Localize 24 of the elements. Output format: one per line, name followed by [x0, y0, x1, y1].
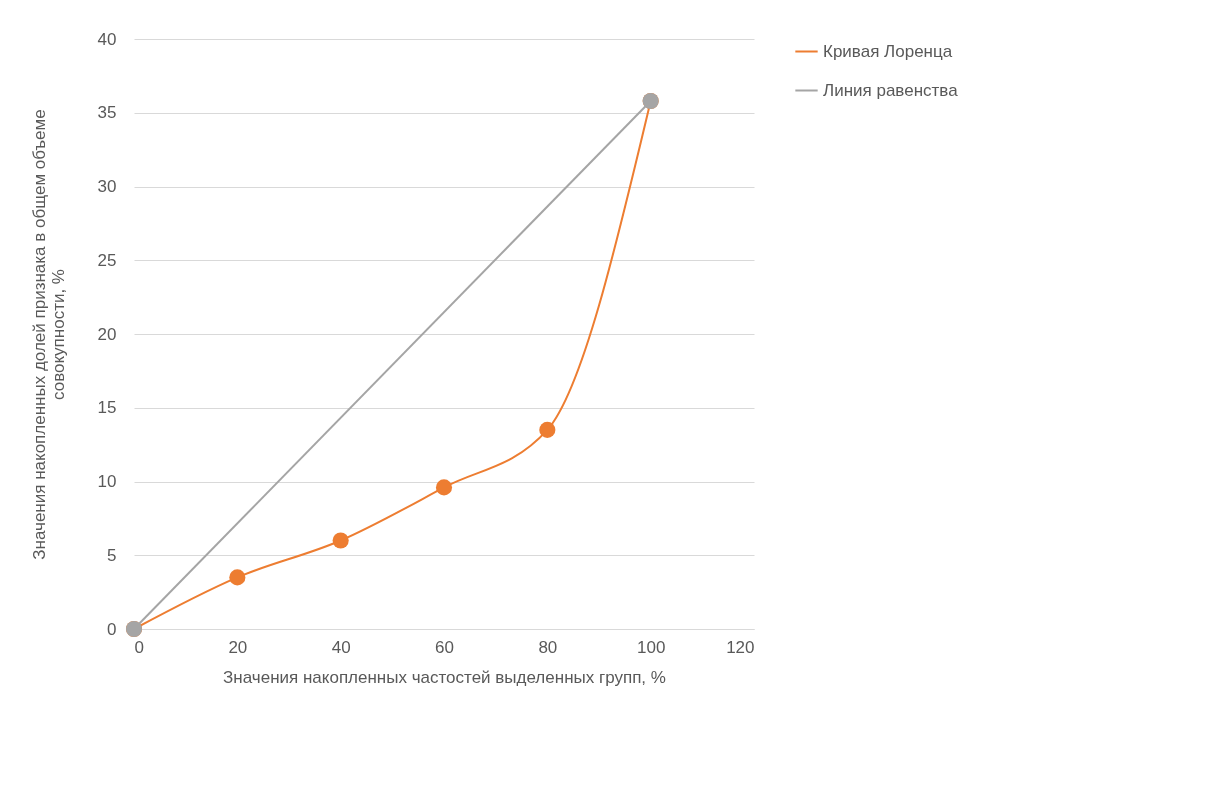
x-tick-label: 0 [134, 637, 144, 657]
x-tick-label: 100 [636, 637, 666, 657]
y-tick-label: 15 [97, 398, 117, 418]
point [435, 479, 453, 496]
legend-label: Линия равенства [823, 80, 959, 100]
y-axis-title: Значения накопленных долей признака в общем объеме совокупности, % [29, 109, 68, 560]
y-tick-label: 20 [97, 324, 117, 344]
y-tick-label: 5 [107, 545, 117, 565]
y-tick-label: 0 [107, 619, 117, 639]
y-tick-label: 10 [97, 472, 117, 491]
x-axis-title: Значения накопленных частостей выделенных групп, % [223, 667, 666, 687]
y-tick-label: 40 [97, 29, 117, 49]
x-tick-label: 20 [228, 637, 248, 657]
point [229, 569, 246, 586]
x-tick-label: 40 [331, 637, 351, 657]
legend-label: Кривая Лоренца [823, 41, 953, 61]
x-tick-label: 120 [726, 637, 755, 657]
y-tick-label: 35 [97, 103, 117, 123]
x-tick-label: 80 [538, 637, 558, 657]
x-tick-label: 60 [435, 637, 454, 657]
y-tick-label: 30 [97, 177, 117, 196]
point [539, 421, 556, 438]
point [332, 532, 349, 549]
y-tick-label: 25 [97, 250, 117, 270]
